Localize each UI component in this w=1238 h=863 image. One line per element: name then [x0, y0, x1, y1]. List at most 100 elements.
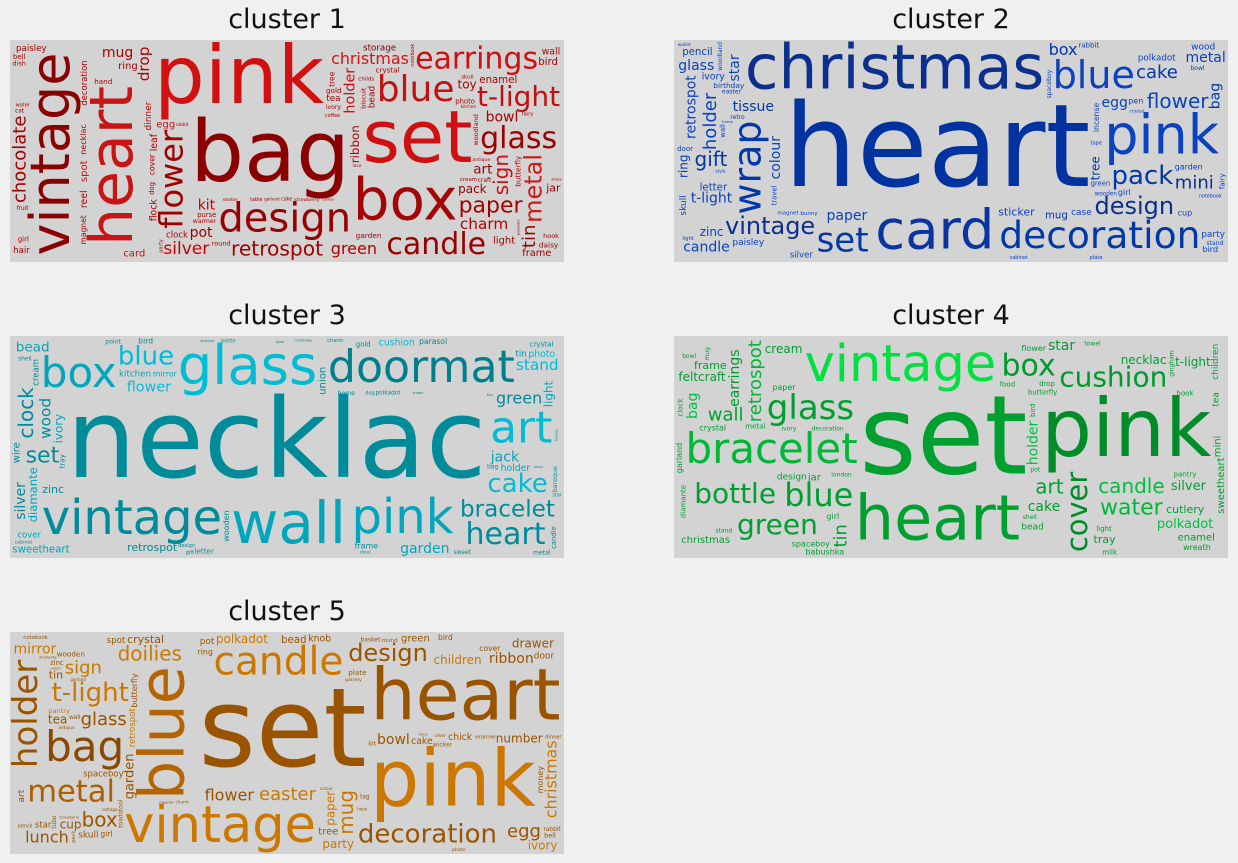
cloud-word: pantry — [1174, 471, 1197, 479]
cloud-word: holder — [1026, 420, 1042, 465]
cloud-word: bowl — [377, 732, 410, 748]
cloud-word: mirror — [14, 641, 57, 657]
cloud-word: kitchen — [119, 369, 151, 379]
cloud-word: pot — [200, 637, 215, 647]
cloud-word: chick — [448, 732, 473, 743]
cloud-word: stand — [516, 356, 559, 374]
cloud-word: ivory — [782, 425, 797, 432]
cloud-word: bottle — [221, 338, 235, 344]
cloud-word: silver — [163, 239, 209, 259]
cloud-word: retrospot — [231, 236, 323, 260]
cloud-word: zinc — [700, 225, 724, 239]
cloud-word: ivory — [52, 414, 66, 444]
cloud-word: flower — [1021, 344, 1046, 353]
cloud-word: tea — [326, 94, 340, 104]
cloud-word: cover — [1060, 472, 1094, 552]
cloud-word: fairy — [1219, 173, 1227, 189]
cloud-word: cake — [487, 469, 547, 499]
cloud-word: garden — [1175, 163, 1203, 172]
cloud-word: toy — [458, 78, 477, 92]
cloud-word: holder — [10, 660, 46, 768]
cloud-word: bag — [685, 393, 701, 419]
cloud-word: set — [362, 95, 472, 179]
cloud-word: enamel — [1178, 533, 1215, 544]
cloud-word: fairy — [522, 111, 533, 117]
cloud-word: light — [493, 235, 515, 246]
cloud-word: polkadot — [216, 632, 268, 646]
cloud-word: travel — [771, 185, 779, 205]
cloud-word: christmas — [542, 740, 561, 818]
cloud-word: skull — [679, 195, 689, 215]
cloud-word: bead — [1021, 523, 1043, 533]
cloud-word: dinner — [144, 101, 154, 130]
cloud-word: tag — [360, 794, 370, 800]
cloud-word: set — [817, 220, 869, 260]
cloud-word: frame — [355, 542, 379, 551]
cloud-word: children — [1211, 344, 1221, 380]
cluster-panel-3: cluster 3 necklac wall glass doormat pink vin… — [10, 296, 564, 558]
cloud-word: clock — [14, 387, 38, 439]
cloud-word: retrospot — [127, 541, 178, 554]
cloud-word: hair — [13, 246, 30, 256]
cloud-word: flower — [127, 380, 171, 396]
cloud-word: diamante — [679, 485, 687, 518]
cloud-word: earrings — [727, 349, 743, 406]
cloud-word: union — [317, 367, 328, 395]
cloud-word: spot — [79, 160, 90, 182]
cloud-word: bowl — [1191, 65, 1205, 72]
cloud-word: notebook — [23, 635, 47, 641]
cloud-word: lunch — [25, 827, 69, 846]
cloud-word: mug — [334, 790, 358, 835]
cloud-word: mini — [1213, 436, 1224, 458]
cloud-word: coffee — [325, 113, 340, 119]
cloud-word: metal — [1186, 50, 1226, 66]
cloud-word: photo — [455, 97, 475, 105]
cloud-word: tin — [516, 350, 527, 360]
cloud-word: gold — [356, 340, 371, 348]
cloud-word: design — [218, 195, 351, 241]
cloud-word: pantry — [49, 707, 70, 715]
cloud-word: cabinet — [15, 540, 33, 546]
cloud-word: sticker — [998, 206, 1035, 219]
cloud-word: garden — [123, 753, 138, 799]
cloud-word: cutlery — [322, 197, 334, 201]
cloud-word: garden — [356, 231, 382, 240]
cloud-word: bottle — [694, 477, 776, 510]
cloud-word: bunny — [800, 211, 818, 217]
cloud-word: photo — [452, 847, 466, 853]
cloud-word: jar — [807, 473, 822, 484]
cluster-panel-1: cluster 1 bag pink set heart box vintage desig… — [10, 0, 564, 262]
cloud-word: bird — [1203, 245, 1219, 254]
cloud-word: tape — [1091, 141, 1103, 147]
cloud-word: feltcraft — [678, 370, 726, 384]
cloud-word: bracelet — [686, 424, 858, 473]
cloud-word: silver — [435, 733, 447, 738]
cloud-word: water — [1100, 495, 1164, 520]
cloud-word: bag — [487, 463, 498, 470]
cloud-word: egg — [507, 821, 541, 842]
cloud-word: paper — [772, 383, 796, 392]
cloud-word: bowl — [682, 353, 696, 360]
cloud-word: retrospot — [128, 708, 138, 748]
cloud-word: wall — [69, 715, 81, 721]
cloud-word: stand — [715, 528, 732, 535]
cloud-word: stripe — [551, 178, 562, 182]
cloud-word: tea — [487, 393, 493, 397]
cloud-word: bell — [13, 53, 25, 61]
cloud-word: wood — [37, 398, 55, 439]
cloud-word: mug — [1045, 211, 1068, 222]
cloud-word: pink — [352, 489, 454, 545]
cloud-word: box — [1049, 40, 1078, 59]
cloud-word: pink — [154, 40, 325, 122]
cloud-word: butterfly — [130, 673, 139, 708]
cloud-word: woodland — [717, 42, 724, 71]
cloud-word: girl — [100, 830, 112, 839]
cloud-word: pink — [1104, 104, 1220, 167]
cloud-word: kit — [198, 198, 216, 214]
cloud-word: paper — [324, 791, 338, 826]
cloud-word: round — [382, 638, 398, 644]
cloud-word: retrospot — [745, 340, 766, 422]
cloud-word: hook — [357, 807, 368, 812]
cloud-word: flower — [205, 785, 255, 804]
